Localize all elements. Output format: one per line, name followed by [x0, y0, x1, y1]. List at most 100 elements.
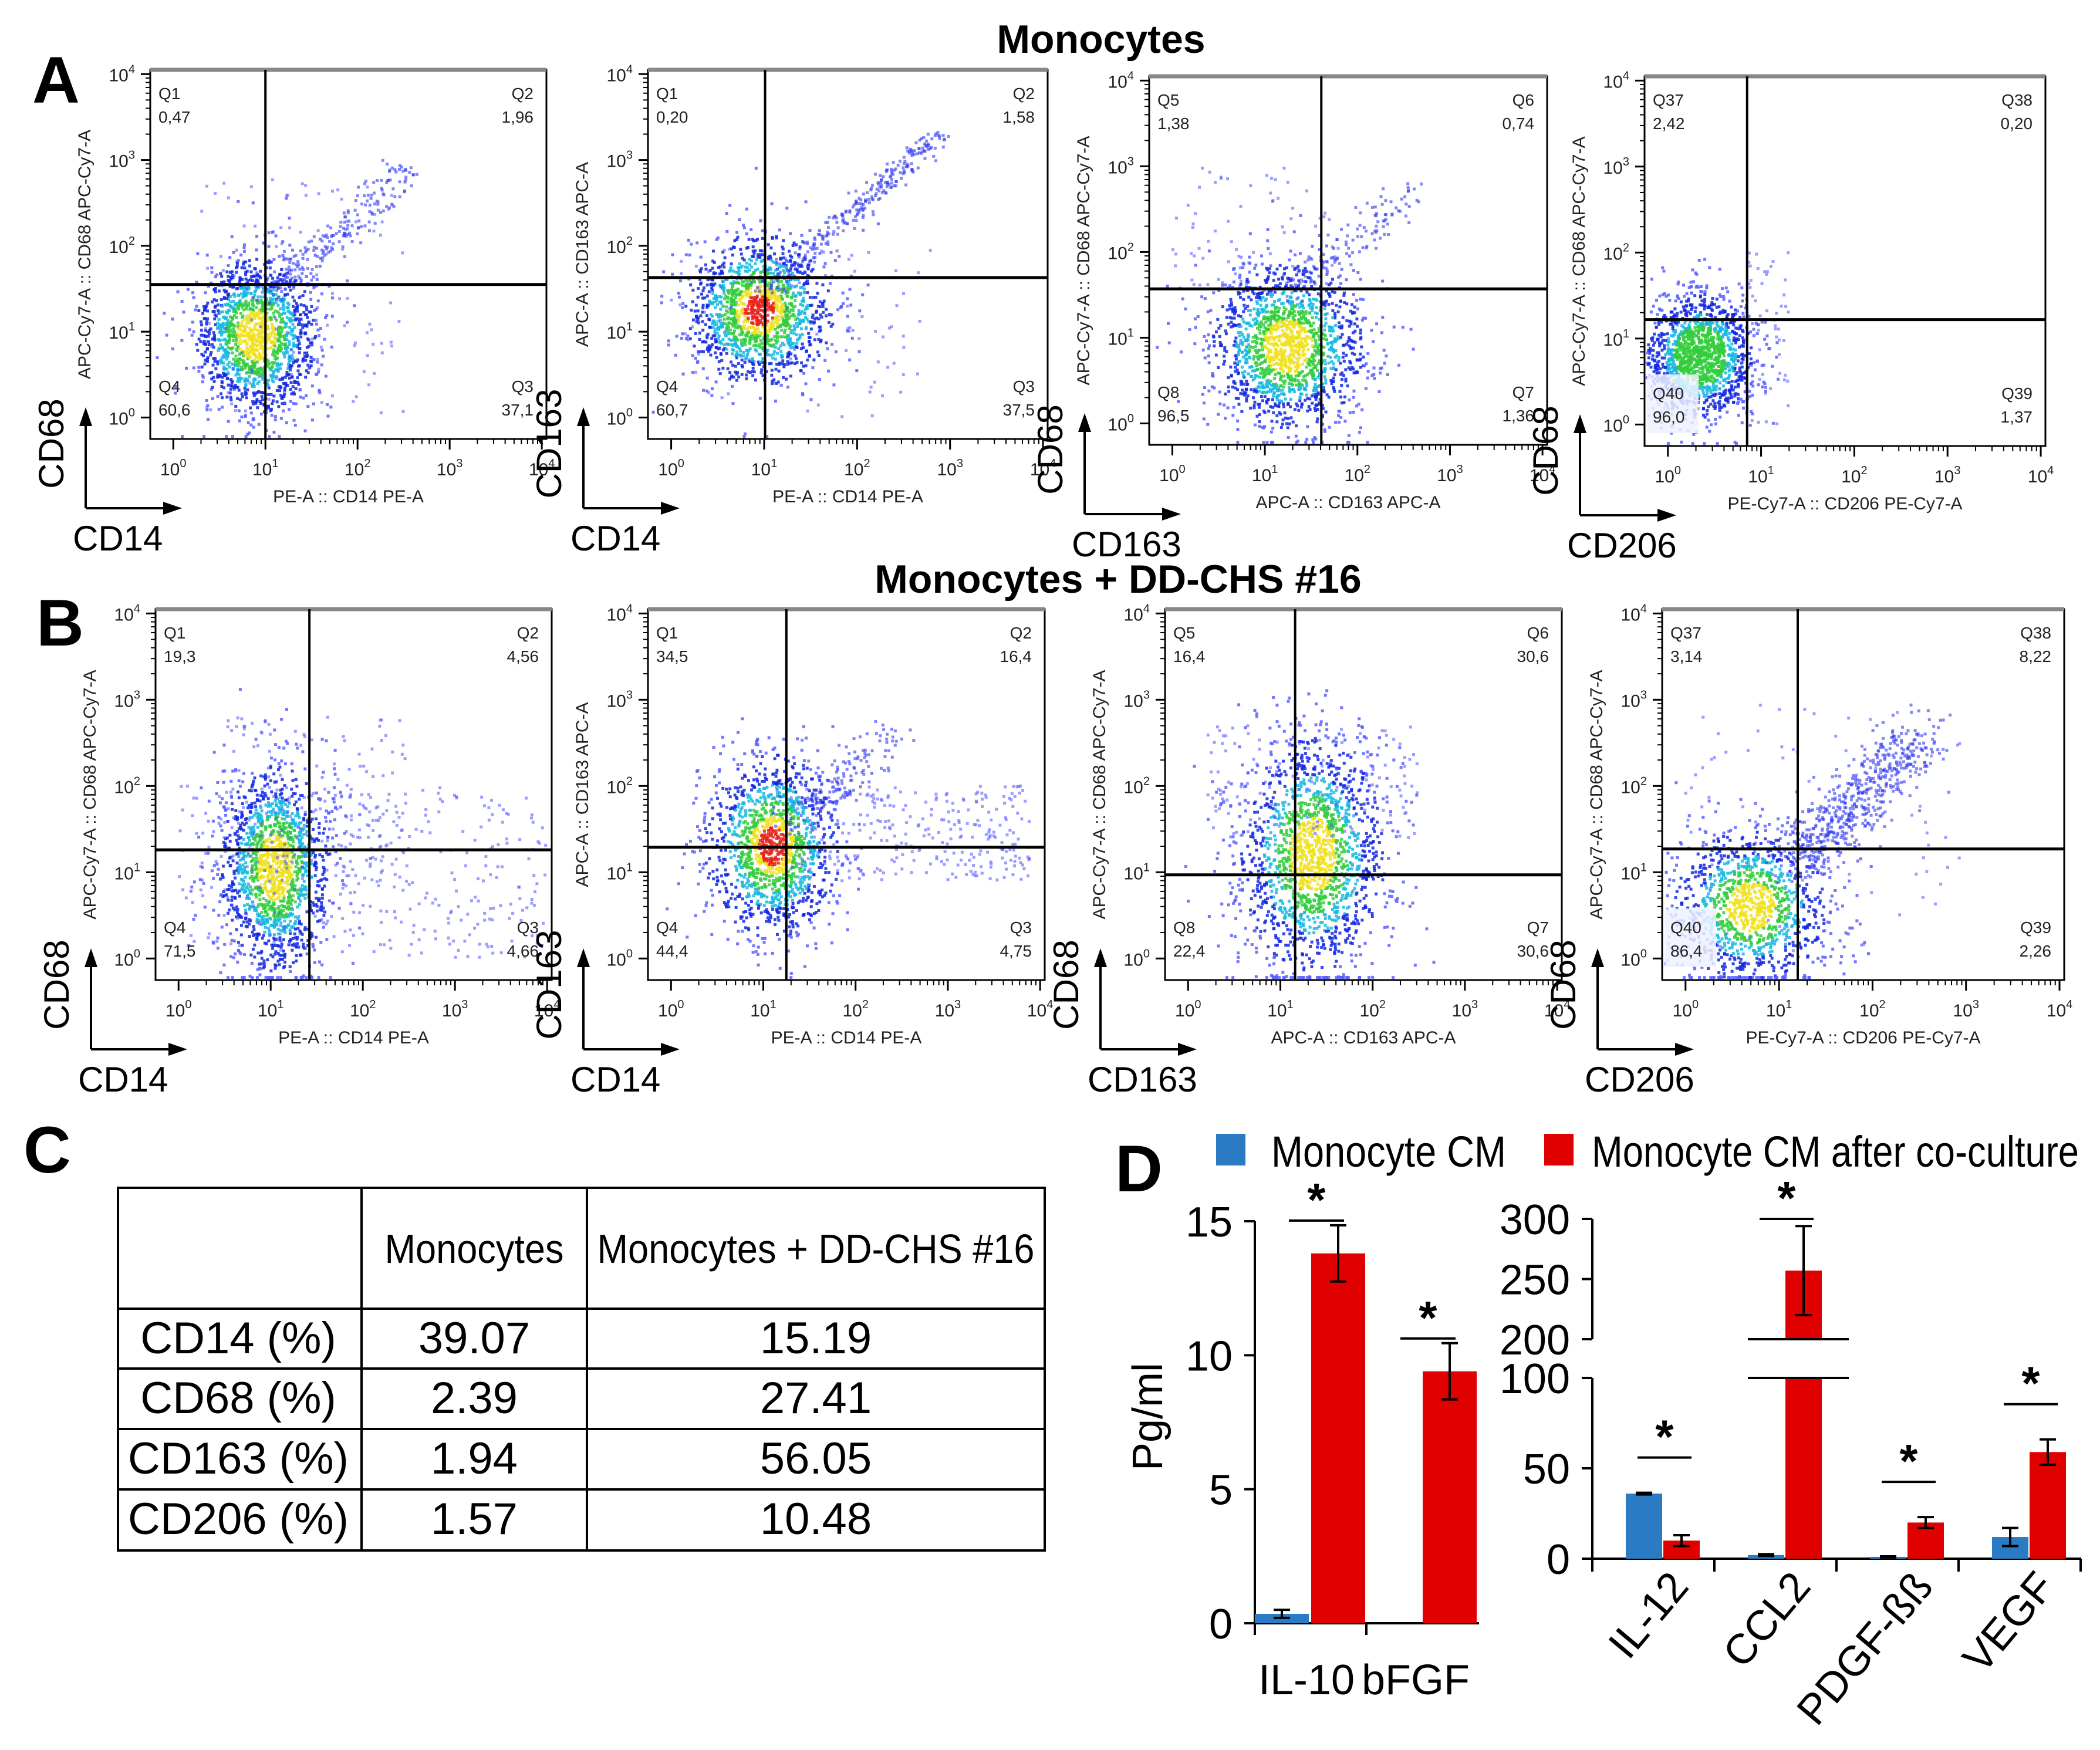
scatter-point: [225, 367, 229, 371]
scatter-point: [740, 342, 743, 345]
scatter-point: [691, 371, 694, 374]
scatter-point: [714, 337, 717, 341]
scatter-point: [235, 349, 239, 353]
scatter-point: [304, 184, 308, 187]
scatter-point: [788, 337, 791, 341]
scatter-point: [788, 310, 792, 314]
scatter-point: [880, 178, 883, 182]
scatter-point: [860, 202, 863, 206]
scatter-point: [816, 292, 819, 295]
scatter-point: [299, 313, 302, 316]
scatter-point: [401, 410, 405, 413]
scatter-point: [1289, 416, 1293, 420]
scatter-point: [309, 298, 313, 301]
scatter-point: [1254, 334, 1258, 337]
scatter-point: [408, 171, 411, 174]
scatter-point: [767, 302, 771, 305]
scatter-point: [280, 330, 283, 333]
scatter-point: [258, 368, 262, 371]
scatter-point: [1295, 402, 1298, 406]
scatter-point: [238, 280, 241, 283]
scatter-point: [213, 338, 217, 342]
scatter-point: [289, 317, 292, 320]
scatter-point: [1306, 358, 1309, 362]
scatter-point: [344, 228, 347, 231]
scatter-point: [210, 351, 213, 354]
scatter-point: [1238, 360, 1241, 363]
scatter-point: [1254, 317, 1258, 320]
scatter-point: [817, 337, 821, 341]
scatter-point: [220, 381, 224, 384]
scatter-point: [1235, 345, 1238, 349]
scatter-point: [774, 300, 777, 304]
scatter-point: [681, 372, 685, 376]
scatter-point: [754, 296, 757, 300]
scatter-point: [1291, 323, 1295, 326]
scatter-point: [249, 278, 252, 282]
scatter-point: [781, 362, 784, 366]
scatter-point: [795, 284, 798, 288]
scatter-point: [705, 294, 709, 298]
scatter-point: [278, 326, 282, 330]
scatter-point: [251, 402, 255, 406]
scatter-point: [758, 291, 762, 295]
scatter-point: [861, 216, 865, 219]
scatter-point: [741, 309, 744, 312]
scatter-point: [744, 357, 747, 361]
scatter-point: [712, 249, 715, 253]
scatter-point: [866, 283, 870, 287]
scatter-point: [291, 281, 295, 284]
scatter-point: [738, 353, 742, 357]
scatter-point: [206, 301, 210, 305]
scatter-point: [742, 226, 746, 229]
scatter-point: [826, 221, 829, 224]
scatter-point: [1266, 337, 1270, 340]
scatter-point: [274, 344, 276, 348]
scatter-point: [795, 342, 799, 345]
scatter-point: [691, 318, 695, 322]
scatter-point: [273, 336, 276, 339]
scatter-point: [806, 263, 810, 266]
scatter-point: [762, 365, 765, 369]
scatter-point: [778, 311, 782, 315]
scatter-point: [393, 168, 397, 171]
scatter-point: [718, 272, 721, 276]
scatter-point: [1293, 322, 1297, 326]
scatter-point: [758, 253, 762, 256]
scatter-point: [280, 320, 283, 324]
scatter-point: [756, 319, 759, 323]
scatter-point: [1268, 387, 1272, 391]
scatter-point: [346, 209, 350, 212]
scatter-point: [283, 388, 286, 392]
scatter-point: [232, 251, 235, 254]
x-marker-label: CD14: [73, 519, 163, 558]
scatter-point: [783, 363, 786, 366]
scatter-point: [245, 288, 249, 292]
scatter-point: [250, 360, 254, 363]
scatter-point: [1203, 401, 1206, 405]
scatter-point: [258, 325, 262, 329]
scatter-point: [226, 354, 229, 358]
scatter-point: [1233, 316, 1236, 320]
scatter-point: [736, 281, 740, 284]
scatter-point: [778, 228, 781, 232]
scatter-point: [283, 287, 287, 290]
scatter-point: [906, 163, 909, 166]
scatter-point: [200, 320, 202, 323]
scatter-point: [1221, 283, 1224, 287]
scatter-point: [342, 232, 346, 235]
scatter-point: [227, 196, 230, 200]
scatter-point: [811, 268, 815, 271]
scatter-point: [404, 178, 407, 182]
scatter-point: [285, 272, 288, 275]
scatter-point: [231, 379, 234, 383]
scatter-point: [730, 339, 733, 342]
scatter-point: [259, 374, 262, 377]
scatter-point: [220, 281, 223, 284]
scatter-point: [249, 406, 252, 410]
scatter-point: [796, 262, 799, 265]
scatter-point: [329, 249, 332, 253]
scatter-point: [282, 394, 286, 398]
scatter-point: [1289, 308, 1293, 311]
scatter-point: [240, 392, 244, 396]
